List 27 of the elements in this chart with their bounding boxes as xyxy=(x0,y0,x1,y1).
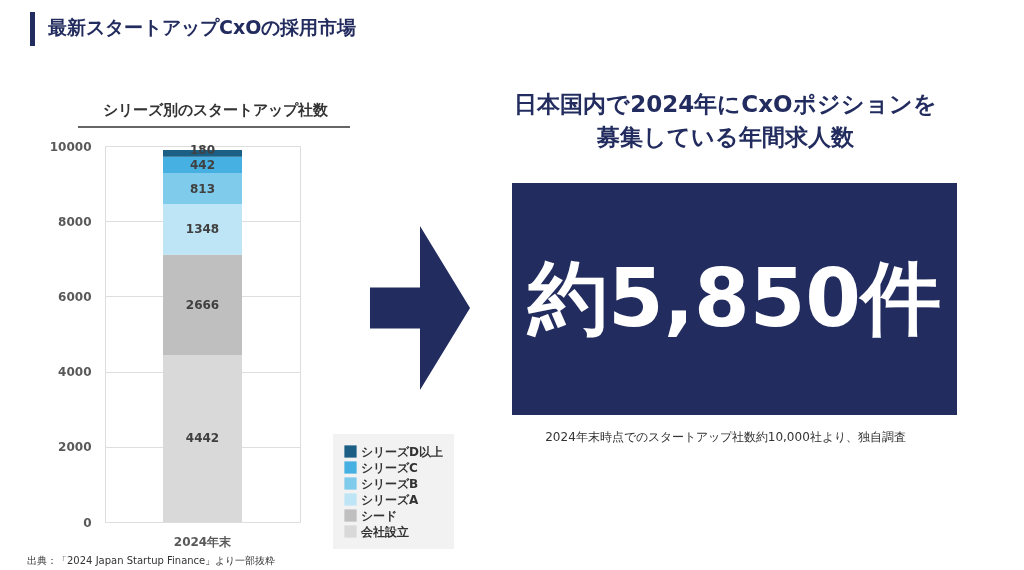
chart-title: 最新スタートアップCxOの採用市場 xyxy=(47,16,357,38)
data-label: 2666 xyxy=(185,297,220,312)
bar xyxy=(163,173,242,205)
chart-subtitle: シリーズ別のスタートアップ社数 xyxy=(103,101,329,119)
legend-label: シリーズB xyxy=(361,476,419,491)
text: 2024年末時点でのスタートアップ社数約10,000社より、独自調査 xyxy=(545,430,906,444)
x-tick-label: 2024年末 xyxy=(173,534,233,549)
legend-label: シード xyxy=(361,508,397,523)
text: 日本国内で2024年にCxOポジションを募集している年間求人数 xyxy=(514,91,937,150)
text: 約5,850件 xyxy=(525,252,942,345)
legend-label: シリーズA xyxy=(361,492,419,507)
y-tick-label: 4000 xyxy=(58,365,92,380)
legend-label: 会社設立 xyxy=(360,524,409,539)
y-tick-label: 8000 xyxy=(58,214,92,229)
bar xyxy=(163,254,242,355)
y-tick-label: 0 xyxy=(83,515,92,530)
data-label: 1348 xyxy=(185,222,220,237)
data-label: 4442 xyxy=(185,431,220,446)
data-label: 442 xyxy=(189,158,216,173)
y-tick-label: 10000 xyxy=(49,139,92,154)
y-tick-label: 6000 xyxy=(58,289,92,304)
y-tick-label: 2000 xyxy=(58,440,92,455)
data-label: 813 xyxy=(189,181,216,196)
source-note: 出典：「2024 Japan Startup Finance」より一部抜粋 xyxy=(27,555,276,566)
bar xyxy=(163,204,242,255)
legend-label: シリーズD以上 xyxy=(361,444,443,459)
legend-label: シリーズC xyxy=(361,460,418,475)
